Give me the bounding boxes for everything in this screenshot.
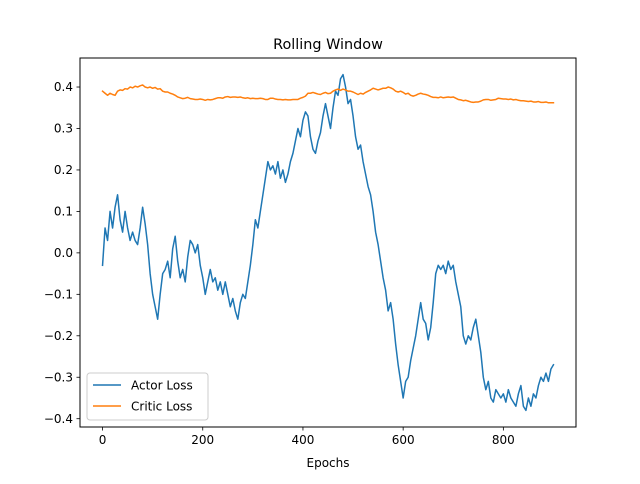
chart-title: Rolling Window (273, 37, 383, 53)
legend-label-actor-loss: Actor Loss (131, 379, 193, 393)
x-tick-label: 600 (392, 433, 415, 447)
y-tick-label: 0.3 (54, 122, 73, 136)
y-tick-label: 0.2 (54, 163, 73, 177)
x-axis: 0 200 400 600 800 (99, 427, 515, 447)
plot-frame (79, 57, 577, 428)
legend-label-critic-loss: Critic Loss (131, 400, 192, 414)
y-tick-label: 0.0 (54, 246, 73, 260)
y-tick-label: −0.2 (44, 329, 73, 343)
legend: Actor Loss Critic Loss (86, 372, 209, 421)
y-axis: −0.4 −0.3 −0.2 −0.1 0.0 0.1 0.2 0.3 0.4 (44, 80, 80, 426)
y-tick-label: −0.1 (44, 288, 73, 302)
series-line-critic-loss (101, 84, 555, 104)
x-tick-label: 0 (99, 433, 107, 447)
y-tick-label: 0.1 (54, 205, 73, 219)
y-tick-label: −0.3 (44, 370, 73, 384)
series-layer (101, 73, 555, 412)
y-tick-label: −0.4 (44, 412, 73, 426)
x-axis-label: Epochs (307, 456, 350, 470)
series-line-actor-loss (101, 73, 555, 412)
x-tick-label: 200 (191, 433, 214, 447)
y-tick-label: 0.4 (54, 80, 73, 94)
x-tick-label: 400 (291, 433, 314, 447)
x-tick-label: 800 (492, 433, 515, 447)
